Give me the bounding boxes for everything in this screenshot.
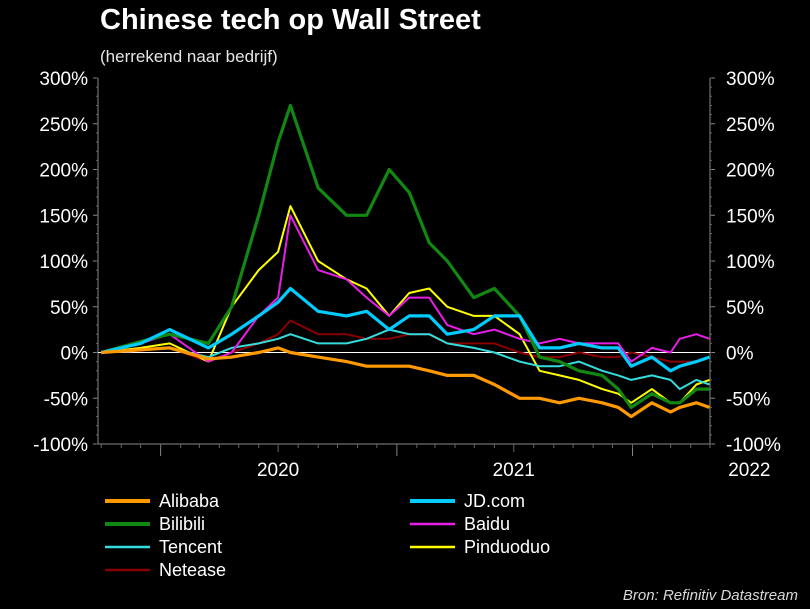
legend-label-bilibili: Bilibili <box>159 514 205 534</box>
y-tick-label-right: -50% <box>726 389 770 410</box>
y-tick-label-left: 150% <box>39 206 88 227</box>
axes: 300% 300% 250% 250% 200% 200% 150% 150% 100% 100%… <box>33 69 781 481</box>
x-tick-label: 2021 <box>493 460 535 481</box>
y-tick-label-right: 50% <box>726 298 764 319</box>
series-line-pinduoduo <box>101 205 710 404</box>
series-line-alibaba <box>101 346 710 419</box>
source-note: Bron: Refinitiv Datastream <box>622 587 798 604</box>
y-tick-label-left: 250% <box>39 115 88 136</box>
y-tick-label-right: 0% <box>726 344 754 365</box>
y-tick-label-left: 0% <box>61 344 89 365</box>
legend-label-jd-com: JD.com <box>464 491 525 511</box>
series-line-baidu <box>100 214 710 363</box>
y-tick-label-right: 250% <box>726 115 775 136</box>
legend-label-alibaba: Alibaba <box>159 491 220 511</box>
series-line-tencent <box>101 328 710 391</box>
chart-title: Chinese tech op Wall Street <box>100 4 481 36</box>
legend-label-pinduoduo: Pinduoduo <box>464 537 550 557</box>
series-line-jd-com <box>100 286 710 373</box>
chart-subtitle: (herrekend naar bedrijf) <box>100 47 278 66</box>
legend-label-tencent: Tencent <box>159 537 222 557</box>
y-tick-label-left: 100% <box>39 252 88 273</box>
series-line-bilibili <box>100 103 710 409</box>
y-tick-label-left: 300% <box>39 69 88 90</box>
y-tick-label-right: 300% <box>726 69 775 90</box>
y-tick-label-left: 200% <box>39 161 88 182</box>
y-tick-label-left: -50% <box>44 389 88 410</box>
x-tick-label: 2020 <box>257 460 299 481</box>
y-tick-label-right: 150% <box>726 206 775 227</box>
y-tick-label-right: 200% <box>726 161 775 182</box>
y-tick-label-right: 100% <box>726 252 775 273</box>
x-tick-label: 2022 <box>728 460 770 481</box>
y-tick-label-right: -100% <box>726 435 781 456</box>
legend: Alibaba JD.com Bilibili Baidu Tencent Pinduod… <box>105 491 550 580</box>
y-tick-label-left: 50% <box>50 298 88 319</box>
legend-label-netease: Netease <box>159 560 226 580</box>
legend-label-baidu: Baidu <box>464 514 510 534</box>
y-tick-label-left: -100% <box>33 435 88 456</box>
series-layer <box>100 103 710 419</box>
